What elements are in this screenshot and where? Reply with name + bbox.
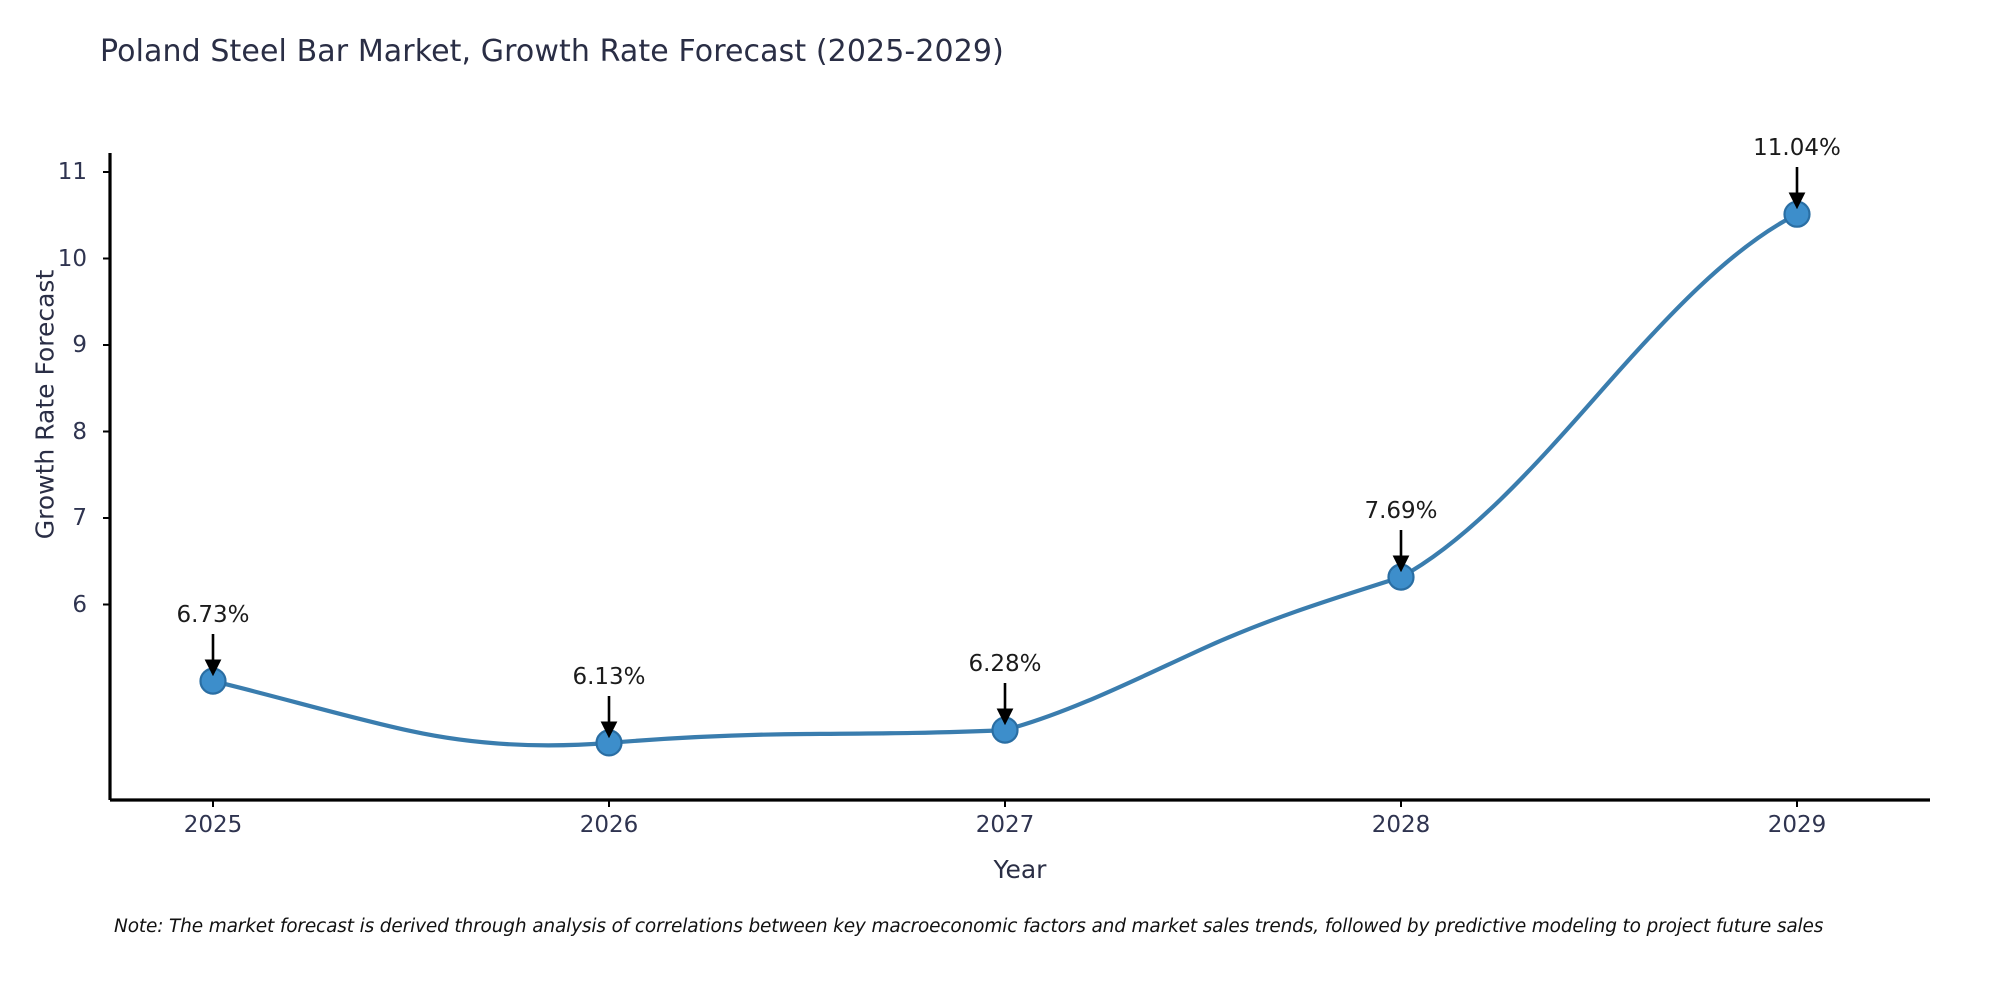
x-axis-title: Year — [993, 855, 1047, 884]
x-tick-label-2026: 2026 — [579, 812, 639, 838]
point-annotation-2029: 11.04% — [1753, 135, 1841, 161]
data-series-line — [210, 212, 1800, 748]
data-point-marker[interactable] — [1783, 200, 1811, 228]
point-annotation-2028: 7.69% — [1364, 498, 1438, 524]
data-point-marker[interactable] — [199, 667, 227, 695]
chart-title: Poland Steel Bar Market, Growth Rate For… — [100, 34, 1004, 69]
data-point-marker[interactable] — [595, 729, 623, 757]
point-annotation-2026: 6.13% — [572, 664, 646, 690]
y-tick-label-10: 10 — [57, 245, 87, 272]
data-point-marker[interactable] — [1387, 563, 1415, 591]
y-axis-title: Growth Rate Forecast — [30, 269, 60, 540]
y-tick-label-6: 6 — [72, 591, 87, 618]
x-axis-ticks — [212, 800, 1798, 807]
chart-footnote: Note: The market forecast is derived thr… — [114, 916, 1824, 937]
y-tick-label-7: 7 — [72, 505, 87, 531]
y-tick-label-8: 8 — [72, 418, 87, 445]
x-tick-label-2029: 2029 — [1767, 812, 1827, 838]
data-point-marker[interactable] — [991, 716, 1019, 744]
y-axis-ticks — [103, 171, 110, 606]
x-tick-label-2028: 2028 — [1371, 812, 1431, 838]
point-annotation-2027: 6.28% — [968, 651, 1042, 677]
y-tick-label-11: 11 — [57, 159, 87, 185]
point-annotation-2025: 6.73% — [176, 602, 250, 628]
x-tick-label-2027: 2027 — [975, 812, 1035, 838]
x-tick-label-2025: 2025 — [183, 812, 243, 838]
y-tick-label-9: 9 — [72, 332, 87, 358]
annotation-arrows — [204, 167, 1806, 739]
